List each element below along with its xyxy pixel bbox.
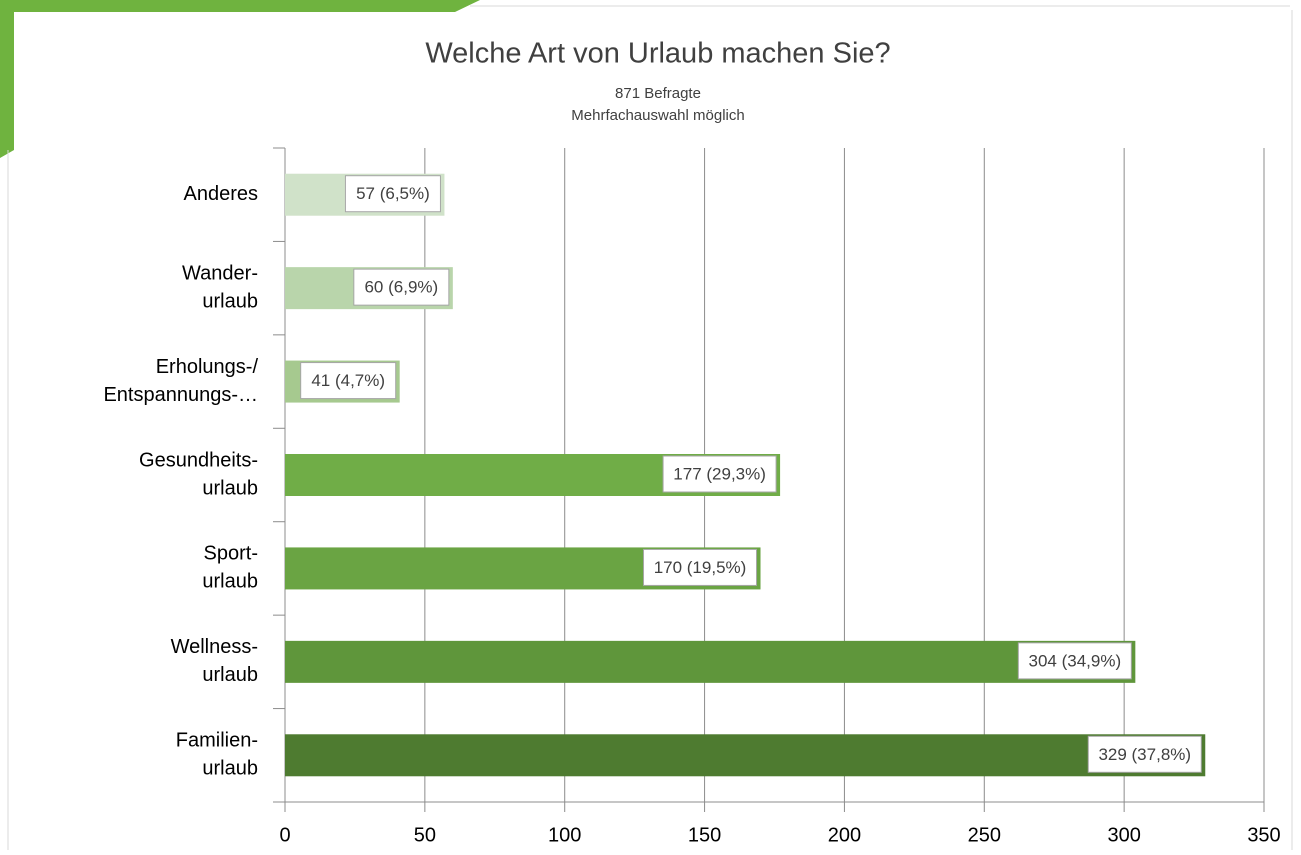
- value-label: 41 (4,7%): [311, 371, 385, 390]
- value-label-box: [344, 175, 441, 213]
- value-label: 57 (6,5%): [356, 184, 430, 203]
- value-label-box: [643, 548, 758, 586]
- x-tick-label: 300: [1107, 824, 1140, 846]
- y-tick-label: Erholungs-/: [156, 356, 259, 378]
- bar: [285, 734, 1206, 777]
- y-tick-label: urlaub: [202, 290, 258, 312]
- x-tick-label: 200: [828, 824, 861, 846]
- y-tick-label: Entspannungs-…: [103, 384, 258, 406]
- y-tick-label: Sport-: [204, 543, 258, 565]
- value-label-box: [300, 362, 397, 400]
- value-label-box: [1087, 735, 1202, 773]
- x-tick-label: 50: [414, 824, 436, 846]
- x-tick-label: 250: [968, 824, 1001, 846]
- value-label: 329 (37,8%): [1098, 745, 1191, 764]
- bar: [285, 640, 1136, 683]
- y-tick-label: urlaub: [202, 758, 258, 780]
- x-tick-label: 350: [1247, 824, 1280, 846]
- value-label: 170 (19,5%): [654, 558, 747, 577]
- value-label: 304 (34,9%): [1029, 651, 1122, 670]
- value-label: 60 (6,9%): [364, 278, 438, 297]
- y-tick-label: Anderes: [184, 183, 259, 205]
- x-tick-label: 100: [548, 824, 581, 846]
- value-label: 177 (29,3%): [673, 464, 766, 483]
- chart-title: Welche Art von Urlaub machen Sie?: [425, 38, 890, 70]
- value-label-box: [1017, 642, 1132, 680]
- chart-subtitle: 871 Befragte: [615, 85, 701, 102]
- value-label-box: [662, 455, 777, 493]
- value-label-box: [353, 268, 450, 306]
- y-tick-label: urlaub: [202, 664, 258, 686]
- corner-decoration: [0, 0, 480, 158]
- chart-subtitle: Mehrfachauswahl möglich: [571, 107, 744, 124]
- y-tick-label: urlaub: [202, 571, 258, 593]
- y-tick-label: Familien-: [176, 730, 258, 752]
- y-tick-label: urlaub: [202, 477, 258, 499]
- y-tick-label: Wander-: [182, 262, 258, 284]
- y-tick-label: Gesundheits-: [139, 449, 258, 471]
- x-tick-label: 0: [279, 824, 290, 846]
- x-tick-label: 150: [688, 824, 721, 846]
- y-tick-label: Wellness-: [171, 636, 258, 658]
